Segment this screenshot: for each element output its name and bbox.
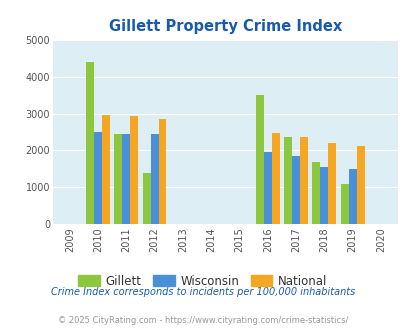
Bar	[263, 152, 271, 224]
Bar	[150, 134, 158, 224]
Bar	[102, 115, 110, 224]
Bar	[114, 134, 122, 224]
Bar	[348, 169, 356, 224]
Bar	[271, 133, 279, 224]
Text: © 2025 CityRating.com - https://www.cityrating.com/crime-statistics/: © 2025 CityRating.com - https://www.city…	[58, 315, 347, 325]
Bar	[291, 156, 299, 224]
Bar	[255, 95, 263, 224]
Bar	[356, 146, 364, 224]
Title: Gillett Property Crime Index: Gillett Property Crime Index	[109, 19, 341, 34]
Bar	[158, 119, 166, 224]
Bar	[340, 184, 348, 224]
Legend: Gillett, Wisconsin, National: Gillett, Wisconsin, National	[73, 270, 332, 292]
Bar	[86, 62, 94, 224]
Bar	[122, 134, 130, 224]
Bar	[94, 132, 102, 224]
Bar	[130, 116, 138, 224]
Bar	[320, 167, 328, 224]
Bar	[312, 162, 320, 224]
Bar	[299, 137, 307, 224]
Bar	[284, 137, 291, 224]
Text: Crime Index corresponds to incidents per 100,000 inhabitants: Crime Index corresponds to incidents per…	[51, 287, 354, 297]
Bar	[143, 173, 150, 224]
Bar	[328, 144, 335, 224]
